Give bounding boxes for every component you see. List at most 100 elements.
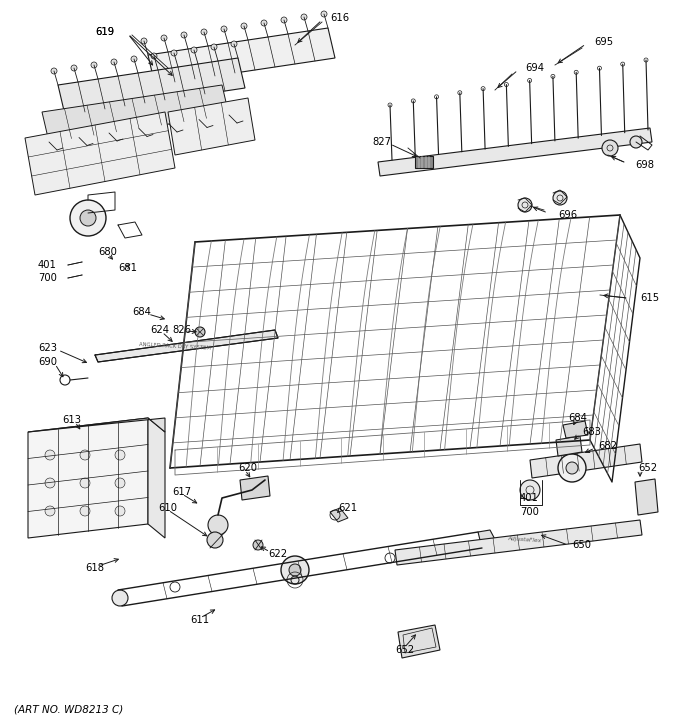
Circle shape <box>221 26 227 32</box>
Circle shape <box>131 56 137 62</box>
Circle shape <box>195 327 205 337</box>
Circle shape <box>253 540 263 550</box>
Polygon shape <box>95 330 278 362</box>
Text: 401: 401 <box>520 493 539 503</box>
Circle shape <box>115 450 125 460</box>
Polygon shape <box>478 530 498 548</box>
Circle shape <box>45 506 55 516</box>
Circle shape <box>80 210 96 226</box>
Text: 681: 681 <box>118 263 137 273</box>
Circle shape <box>231 41 237 47</box>
Polygon shape <box>398 625 440 658</box>
Circle shape <box>80 450 90 460</box>
Text: 700: 700 <box>38 273 57 283</box>
Circle shape <box>281 17 287 23</box>
Circle shape <box>70 200 106 236</box>
Text: 610: 610 <box>158 503 177 513</box>
Circle shape <box>201 29 207 35</box>
Text: 620: 620 <box>238 463 257 473</box>
Polygon shape <box>563 421 588 438</box>
Polygon shape <box>240 476 270 500</box>
Polygon shape <box>378 128 652 176</box>
Text: 700: 700 <box>520 507 539 517</box>
Polygon shape <box>635 479 658 515</box>
Text: 611: 611 <box>190 615 209 625</box>
Text: 613: 613 <box>62 415 81 425</box>
Polygon shape <box>148 418 165 538</box>
Text: 690: 690 <box>38 357 57 367</box>
Polygon shape <box>28 418 165 432</box>
Text: 619: 619 <box>95 27 114 37</box>
Text: 624: 624 <box>150 325 169 335</box>
Circle shape <box>518 198 532 212</box>
Text: 682: 682 <box>598 441 617 451</box>
Circle shape <box>208 515 228 535</box>
Circle shape <box>553 191 567 205</box>
Circle shape <box>111 59 117 65</box>
Polygon shape <box>530 444 642 478</box>
Circle shape <box>45 478 55 488</box>
Text: 652: 652 <box>638 463 657 473</box>
Circle shape <box>141 38 147 44</box>
Circle shape <box>566 462 578 474</box>
Text: 615: 615 <box>640 293 659 303</box>
Polygon shape <box>395 520 642 565</box>
Circle shape <box>630 136 642 148</box>
Polygon shape <box>25 112 175 195</box>
Text: 684: 684 <box>568 413 587 423</box>
Circle shape <box>80 506 90 516</box>
Circle shape <box>80 478 90 488</box>
Circle shape <box>191 47 197 53</box>
Text: 650: 650 <box>572 540 591 550</box>
Text: 695: 695 <box>594 37 613 47</box>
Circle shape <box>602 140 618 156</box>
Circle shape <box>211 44 217 50</box>
Circle shape <box>91 62 97 68</box>
Bar <box>415 156 433 168</box>
Circle shape <box>281 556 309 584</box>
Text: 622: 622 <box>268 549 287 559</box>
Circle shape <box>45 450 55 460</box>
Text: 694: 694 <box>525 63 544 73</box>
Text: 680: 680 <box>98 247 117 257</box>
Circle shape <box>115 478 125 488</box>
Text: 617: 617 <box>172 487 191 497</box>
Circle shape <box>115 506 125 516</box>
Circle shape <box>112 590 128 606</box>
Text: 652: 652 <box>395 645 414 655</box>
Polygon shape <box>58 58 245 115</box>
Text: AdjustaFlex: AdjustaFlex <box>508 536 542 544</box>
Circle shape <box>161 35 167 41</box>
Circle shape <box>261 20 267 26</box>
Text: ANGLED RACK DRY SYSTEM: ANGLED RACK DRY SYSTEM <box>139 341 211 350</box>
Text: 401: 401 <box>38 260 57 270</box>
Circle shape <box>151 53 157 59</box>
Text: 619: 619 <box>95 27 114 37</box>
Circle shape <box>289 564 301 576</box>
Text: 827: 827 <box>372 137 391 147</box>
Circle shape <box>51 68 57 74</box>
Text: 826: 826 <box>172 325 191 335</box>
Text: (ART NO. WD8213 C): (ART NO. WD8213 C) <box>14 705 123 715</box>
Circle shape <box>301 14 307 20</box>
Polygon shape <box>330 508 348 522</box>
Circle shape <box>558 454 586 482</box>
Circle shape <box>181 32 187 38</box>
Text: 616: 616 <box>330 13 349 23</box>
Polygon shape <box>148 28 335 85</box>
Text: 621: 621 <box>338 503 357 513</box>
Text: 698: 698 <box>635 160 654 170</box>
Circle shape <box>71 65 77 71</box>
Circle shape <box>520 480 540 500</box>
Text: 683: 683 <box>582 427 601 437</box>
Circle shape <box>321 11 327 17</box>
Circle shape <box>207 532 223 548</box>
Polygon shape <box>556 436 582 456</box>
Circle shape <box>241 23 247 29</box>
Polygon shape <box>42 85 229 142</box>
Text: 684: 684 <box>132 307 151 317</box>
Text: 623: 623 <box>38 343 57 353</box>
Circle shape <box>171 50 177 56</box>
Polygon shape <box>168 98 255 155</box>
Polygon shape <box>28 418 148 538</box>
